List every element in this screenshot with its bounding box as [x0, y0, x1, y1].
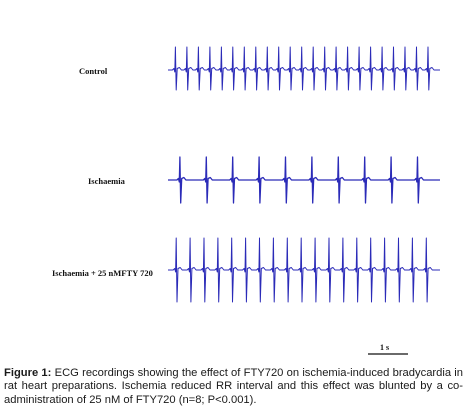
figure-caption: Figure 1: ECG recordings showing the eff…	[4, 367, 463, 407]
ecg-trace-ischaemia	[168, 157, 440, 203]
figure-caption-text: ECG recordings showing the effect of FTY…	[4, 367, 463, 406]
ecg-waveform	[168, 157, 440, 203]
scale-bar-label: 1 s	[380, 343, 389, 352]
ecg-trace-control	[168, 47, 440, 90]
ecg-waveform	[168, 47, 440, 90]
figure-caption-label: Figure 1:	[4, 367, 51, 379]
ecg-trace-ischaemia-fty720	[168, 238, 440, 302]
ecg-waveform	[168, 238, 440, 302]
